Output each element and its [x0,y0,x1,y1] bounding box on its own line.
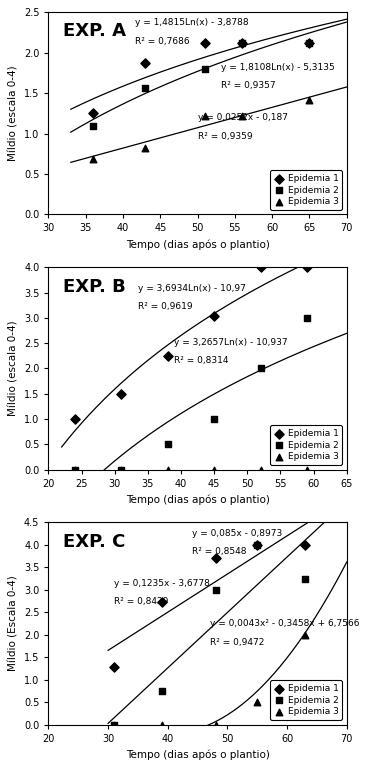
Y-axis label: Míldio (escala 0-4): Míldio (escala 0-4) [8,321,18,416]
Text: R² = 0,9472: R² = 0,9472 [209,637,264,647]
Epidemia 1 [212,551,218,564]
Text: y = 0,0043x² - 0,3458x + 6,7566: y = 0,0043x² - 0,3458x + 6,7566 [209,620,359,628]
Text: EXP. A: EXP. A [63,22,126,41]
Text: y = 1,4815Ln(x) - 3,8788: y = 1,4815Ln(x) - 3,8788 [135,18,248,28]
Epidemia 2 [304,312,310,324]
Epidemia 3 [142,142,148,154]
Epidemia 2 [165,438,171,450]
Epidemia 3 [90,153,96,165]
Epidemia 2 [254,539,260,551]
Text: EXP. C: EXP. C [63,532,126,551]
Epidemia 2 [211,413,217,425]
Epidemia 3 [307,94,312,106]
Epidemia 1 [118,388,124,400]
Text: y = 0,0252x - 0,187: y = 0,0252x - 0,187 [198,114,288,122]
Legend: Epidemia 1, Epidemia 2, Epidemia 3: Epidemia 1, Epidemia 2, Epidemia 3 [270,680,342,720]
Text: R² = 0,8314: R² = 0,8314 [174,356,228,366]
Epidemia 3 [159,718,165,730]
Epidemia 1 [159,596,165,608]
Epidemia 2 [142,81,148,94]
Epidemia 2 [159,685,165,697]
Epidemia 2 [111,718,117,730]
Epidemia 1 [202,37,208,49]
Epidemia 1 [307,37,312,49]
Text: y = 0,1235x - 3,6778: y = 0,1235x - 3,6778 [114,579,210,588]
Epidemia 2 [239,37,245,49]
X-axis label: Tempo (dias após o plantio): Tempo (dias após o plantio) [126,749,270,760]
Epidemia 2 [258,362,264,375]
Epidemia 2 [202,63,208,75]
Text: R² = 0,7686: R² = 0,7686 [135,37,190,45]
Epidemia 1 [302,539,308,551]
Epidemia 3 [118,463,124,475]
Y-axis label: Míldio (Escala 0-4): Míldio (Escala 0-4) [8,576,18,671]
Legend: Epidemia 1, Epidemia 2, Epidemia 3: Epidemia 1, Epidemia 2, Epidemia 3 [270,170,342,210]
Epidemia 3 [211,463,217,475]
Epidemia 2 [307,37,312,49]
Epidemia 3 [202,110,208,122]
Epidemia 1 [239,37,245,49]
Text: EXP. B: EXP. B [63,277,126,296]
Epidemia 1 [304,261,310,273]
Epidemia 1 [90,108,96,120]
Text: y = 3,2657Ln(x) - 10,937: y = 3,2657Ln(x) - 10,937 [174,338,287,347]
Text: R² = 0,9357: R² = 0,9357 [221,81,276,90]
Text: R² = 0,8548: R² = 0,8548 [192,547,246,556]
Epidemia 3 [239,110,245,122]
Epidemia 3 [165,463,171,475]
Text: y = 1,8108Ln(x) - 5,3135: y = 1,8108Ln(x) - 5,3135 [221,63,335,72]
Text: R² = 0,9619: R² = 0,9619 [138,302,193,311]
Epidemia 2 [72,463,78,475]
Legend: Epidemia 1, Epidemia 2, Epidemia 3: Epidemia 1, Epidemia 2, Epidemia 3 [270,425,342,465]
Epidemia 2 [302,572,308,584]
Epidemia 3 [258,463,264,475]
X-axis label: Tempo (dias após o plantio): Tempo (dias após o plantio) [126,239,270,250]
Epidemia 2 [212,584,218,596]
Epidemia 3 [212,718,218,730]
Y-axis label: Míldio (escala 0-4): Míldio (escala 0-4) [8,65,18,161]
Epidemia 1 [165,349,171,362]
Epidemia 3 [302,629,308,641]
Epidemia 3 [304,463,310,475]
Epidemia 2 [90,119,96,131]
Epidemia 1 [142,57,148,69]
Epidemia 1 [254,539,260,551]
Epidemia 1 [72,413,78,425]
Text: y = 3,6934Ln(x) - 10,97: y = 3,6934Ln(x) - 10,97 [138,283,246,293]
Epidemia 1 [111,661,117,674]
Epidemia 3 [254,696,260,708]
Epidemia 1 [258,261,264,273]
Epidemia 3 [72,463,78,475]
Epidemia 2 [118,463,124,475]
Text: y = 0,085x - 0,8973: y = 0,085x - 0,8973 [192,528,282,538]
Text: R² = 0,8429: R² = 0,8429 [114,598,169,606]
X-axis label: Tempo (dias após o plantio): Tempo (dias após o plantio) [126,494,270,505]
Text: R² = 0,9359: R² = 0,9359 [198,131,252,141]
Epidemia 1 [211,310,217,323]
Epidemia 3 [111,718,117,730]
